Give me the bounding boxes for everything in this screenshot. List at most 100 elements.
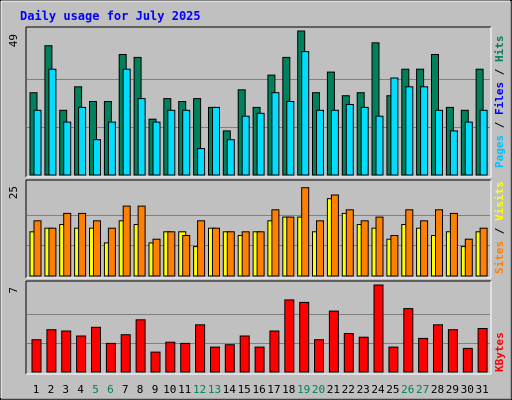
bar-kbytes-day-23 <box>358 336 369 373</box>
bar-files-day-28 <box>435 109 443 176</box>
bar-sites-day-18 <box>286 216 295 277</box>
bar-files-day-19 <box>301 51 310 176</box>
bar-kbytes-day-5 <box>91 326 101 373</box>
bar-sites-day-21 <box>330 194 339 277</box>
x-tick-label-day-14: 14 <box>223 383 237 396</box>
bar-files-day-26 <box>405 86 414 176</box>
bar-kbytes-day-27 <box>418 337 429 373</box>
bar-kbytes-day-15 <box>239 335 250 373</box>
bar-sites-day-19 <box>301 187 310 277</box>
bar-files-day-12 <box>197 148 206 176</box>
legend-separator: / <box>493 115 506 135</box>
bar-sites-day-30 <box>464 238 473 277</box>
bar-sites-day-28 <box>435 209 443 277</box>
x-tick-label-day-1: 1 <box>33 383 40 396</box>
x-tick-label-day-23: 23 <box>357 383 370 396</box>
bar-sites-day-31 <box>479 227 488 277</box>
bar-sites-day-17 <box>271 209 280 277</box>
panel-legend: KBytes <box>493 332 506 372</box>
x-tick-label-day-15: 15 <box>238 383 251 396</box>
bar-kbytes-day-19 <box>299 301 310 373</box>
bar-sites-day-14 <box>226 231 235 277</box>
bar-files-day-2 <box>48 68 57 176</box>
x-tick-label-day-26: 26 <box>401 383 414 396</box>
bar-files-day-31 <box>479 109 488 176</box>
bar-kbytes-day-31 <box>477 328 488 373</box>
x-tick-label-day-30: 30 <box>461 383 474 396</box>
bar-sites-day-11 <box>182 235 191 277</box>
x-tick-label-day-16: 16 <box>252 383 265 396</box>
bar-files-day-7 <box>122 68 131 176</box>
panel-legend: Pages / Files / Hits <box>493 36 506 169</box>
bar-kbytes-day-11 <box>180 342 191 373</box>
bar-sites-day-9 <box>152 238 161 277</box>
x-tick-label-day-5: 5 <box>92 383 99 396</box>
bar-kbytes-day-21 <box>328 310 339 373</box>
legend-entry: Sites <box>493 241 506 274</box>
bar-kbytes-day-9 <box>150 351 161 373</box>
bar-files-day-30 <box>464 121 473 176</box>
bar-files-day-16 <box>256 112 265 176</box>
panel-max-label: 25 <box>7 186 20 199</box>
bar-sites-day-12 <box>197 220 206 277</box>
bar-kbytes-day-2 <box>46 329 57 373</box>
bar-sites-day-4 <box>78 212 87 277</box>
bar-kbytes-day-18 <box>284 299 295 373</box>
bar-files-day-11 <box>182 109 191 176</box>
bar-kbytes-day-16 <box>254 346 265 373</box>
x-tick-label-day-13: 13 <box>208 383 221 396</box>
x-tick-label-day-22: 22 <box>342 383 355 396</box>
bar-sites-day-13 <box>212 227 220 277</box>
bar-sites-day-26 <box>405 209 414 277</box>
bar-kbytes-day-3 <box>61 330 72 373</box>
bar-files-day-18 <box>286 101 295 176</box>
legend-entry: Pages <box>493 135 506 168</box>
bar-files-day-5 <box>93 139 101 176</box>
x-tick-label-day-10: 10 <box>163 383 176 396</box>
bar-kbytes-day-12 <box>195 324 206 373</box>
bar-sites-day-3 <box>63 212 72 277</box>
panel-max-label: 7 <box>7 287 20 294</box>
x-tick-label-day-20: 20 <box>312 383 325 396</box>
x-tick-label-day-12: 12 <box>193 383 206 396</box>
bar-files-day-9 <box>152 121 161 176</box>
bar-files-day-14 <box>226 139 235 176</box>
bar-sites-day-27 <box>420 220 429 277</box>
bar-files-day-20 <box>316 109 324 176</box>
bar-sites-day-15 <box>241 231 250 277</box>
legend-separator: / <box>493 221 506 241</box>
x-tick-label-day-25: 25 <box>386 383 399 396</box>
x-tick-label-day-6: 6 <box>107 383 114 396</box>
x-tick-label-day-8: 8 <box>137 383 144 396</box>
legend-entry: Hits <box>493 36 506 63</box>
legend-entry: Files <box>493 82 506 115</box>
bar-sites-day-7 <box>122 205 131 277</box>
bar-files-day-8 <box>137 98 146 176</box>
bar-files-day-13 <box>212 106 220 176</box>
x-tick-label-day-9: 9 <box>152 383 159 396</box>
x-tick-label-day-7: 7 <box>122 383 129 396</box>
bar-sites-day-16 <box>256 231 265 277</box>
x-tick-label-day-2: 2 <box>48 383 55 396</box>
panel-hits_files_pages: 49 Pages / Files / Hits <box>7 26 506 178</box>
bar-sites-day-20 <box>316 220 324 277</box>
bar-sites-day-25 <box>390 235 399 277</box>
panel-legend: Sites / Visits <box>493 181 506 274</box>
bar-files-day-22 <box>345 104 354 176</box>
x-tick-label-day-17: 17 <box>267 383 280 396</box>
x-tick-label-day-4: 4 <box>77 383 84 396</box>
bar-files-day-10 <box>167 109 176 176</box>
legend-separator: / <box>493 62 506 82</box>
panel-kbytes: 7 KBytes <box>7 280 506 375</box>
legend-entry: Visits <box>493 181 506 221</box>
bar-files-day-15 <box>241 115 250 176</box>
bar-kbytes-day-20 <box>314 339 324 373</box>
x-tick-label-day-21: 21 <box>327 383 340 396</box>
bar-sites-day-24 <box>375 216 384 277</box>
x-tick-label-day-31: 31 <box>475 383 488 396</box>
bar-sites-day-29 <box>449 212 458 277</box>
bar-files-day-23 <box>360 106 369 176</box>
x-tick-label-day-19: 19 <box>297 383 310 396</box>
bar-kbytes-day-25 <box>388 346 399 373</box>
x-tick-label-day-28: 28 <box>431 383 444 396</box>
